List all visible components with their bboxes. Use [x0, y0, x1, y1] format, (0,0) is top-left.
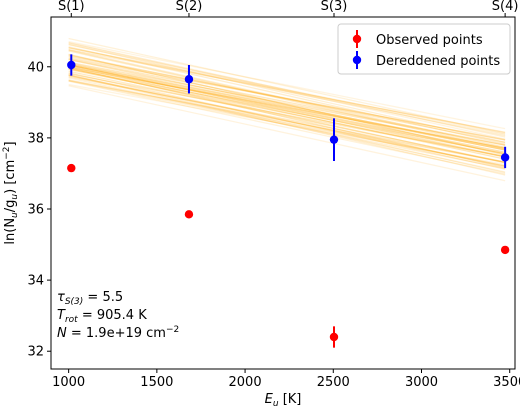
legend-observed-label: Observed points: [376, 33, 483, 48]
x-tick-label: 3000: [405, 375, 438, 390]
fit-line: [68, 50, 506, 150]
fit-line: [68, 74, 506, 168]
fit-line: [68, 55, 506, 141]
y-tick-label: 40: [27, 60, 44, 75]
trot-annotation: Trot = 905.4 K: [57, 308, 147, 325]
fit-line: [68, 47, 506, 137]
legend-observed-marker: [352, 34, 362, 44]
fit-line: [68, 48, 506, 133]
fit-line: [68, 61, 506, 146]
top-tick-label: S(3): [321, 0, 348, 14]
observed-point: [184, 210, 194, 219]
fit-line: [68, 80, 506, 170]
fit-line: [68, 79, 506, 167]
fit-line: [68, 65, 506, 160]
fit-line: [68, 85, 506, 182]
fit-line: [68, 66, 506, 149]
dereddened-point: [184, 75, 194, 84]
observed-point: [67, 163, 76, 173]
fit-line: [68, 37, 506, 135]
fit-line: [68, 40, 506, 130]
fit-line: [68, 59, 506, 151]
top-tick-label: S(2): [176, 0, 203, 14]
y-axis-label: ln(Nu/gu) [cm−2]: [2, 141, 20, 244]
fit-line: [68, 66, 506, 169]
fit-line: [68, 74, 506, 176]
y-tick-label: 34: [27, 274, 44, 289]
dereddened-point: [67, 60, 76, 70]
legend: Observed points Dereddened points: [337, 23, 511, 75]
observed-point: [500, 245, 510, 255]
column-density-annotation: N = 1.9e+19 cm−2: [57, 325, 179, 341]
x-tick-label: 3500: [493, 375, 520, 390]
fit-line: [68, 68, 506, 158]
fit-line: [68, 64, 506, 155]
observed-point: [329, 332, 339, 342]
fit-line: [68, 42, 506, 138]
data-points: [67, 60, 510, 342]
plot-frame: [50, 16, 516, 370]
fit-line: [68, 42, 506, 140]
x-tick-label: 2000: [229, 375, 262, 390]
dereddened-point: [329, 135, 339, 144]
y-tick-label: 38: [27, 131, 44, 146]
fit-line: [68, 73, 506, 174]
legend-dereddened-label: Dereddened points: [376, 54, 500, 69]
fit-line: [68, 63, 506, 151]
fit-line: [68, 76, 506, 163]
top-axis: S(1) S(2) S(3) S(4): [58, 0, 519, 17]
fit-line: [68, 57, 506, 141]
fit-line: [68, 80, 506, 175]
x-tick-label: 1500: [140, 375, 173, 390]
fit-line: [68, 47, 506, 134]
fit-line: [68, 58, 506, 146]
fit-annotations: τS(3) = 5.5 Trot = 905.4 K N = 1.9e+19 c…: [57, 290, 179, 341]
fit-line: [68, 54, 506, 144]
fit-line: [68, 79, 506, 163]
fit-line: [68, 46, 506, 145]
x-tick-label: 2500: [317, 375, 350, 390]
fit-line: [68, 43, 506, 143]
top-tick-label: S(4): [492, 0, 519, 14]
y-tick-label: 32: [27, 345, 44, 360]
top-tick-label: S(1): [58, 0, 85, 14]
fit-line: [68, 62, 506, 150]
dereddened-point: [500, 153, 510, 162]
x-tick-label: 1000: [52, 375, 85, 390]
fit-line: [68, 68, 506, 155]
x-axis: 1000 1500 2000 2500 3000 3500: [52, 369, 520, 390]
y-tick-label: 36: [27, 203, 44, 218]
legend-dereddened-marker: [352, 55, 362, 65]
fit-line: [68, 73, 506, 158]
fit-line: [68, 64, 506, 158]
fit-line: [68, 53, 506, 156]
fit-band: [68, 37, 506, 182]
x-axis-label: Eu [K]: [265, 392, 302, 409]
fit-line: [68, 74, 506, 167]
fit-line: [68, 67, 506, 164]
fit-line: [68, 64, 506, 153]
fit-line: [68, 49, 506, 149]
tau-annotation: τS(3) = 5.5: [57, 290, 123, 307]
fit-line: [68, 77, 506, 173]
legend-box: [337, 23, 511, 75]
fit-line: [68, 72, 506, 170]
fit-line: [68, 70, 506, 163]
fit-line: [68, 44, 506, 136]
fit-line: [68, 83, 506, 166]
y-axis: 32 34 36 38 40: [27, 60, 51, 360]
